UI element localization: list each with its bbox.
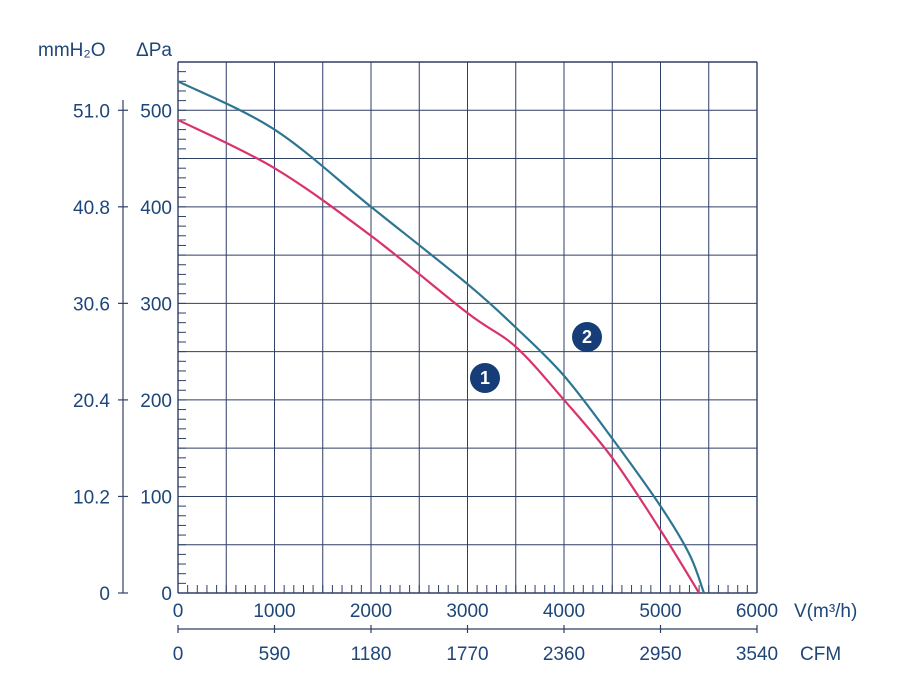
y2-tick-label: 0	[99, 584, 110, 605]
minor-ticks	[118, 61, 758, 633]
curve-1-marker-circle	[470, 363, 500, 393]
y2-tick-label: 40.8	[73, 198, 110, 219]
y-tick-label: 400	[140, 198, 172, 219]
curve-2-marker-circle	[572, 322, 602, 352]
y2-tick-label: 51.0	[73, 101, 110, 122]
x2-tick-label: 1180	[351, 644, 392, 665]
x-unit-label: V(m³/h)	[794, 601, 857, 622]
series-2-curve	[177, 80, 705, 594]
x-tick-label: 3000	[446, 601, 488, 622]
x2-tick-label: 0	[173, 644, 184, 665]
x-tick-label: 5000	[639, 601, 681, 622]
series-1-curve	[177, 118, 701, 594]
x2-tick-label: 1770	[446, 644, 488, 665]
x2-tick-label: 3540	[736, 644, 778, 665]
y-tick-label: 300	[140, 294, 172, 315]
x-tick-label: 2000	[350, 601, 392, 622]
x-tick-label: 6000	[736, 601, 778, 622]
x2-tick-label: 2950	[639, 644, 681, 665]
y2-tick-label: 20.4	[73, 391, 110, 412]
x-tick-label: 1000	[253, 601, 295, 622]
y-tick-label: 500	[140, 101, 172, 122]
curves	[177, 80, 705, 594]
x-tick-label: 4000	[543, 601, 585, 622]
curve-1-marker: 1	[470, 363, 500, 393]
y-tick-label: 200	[140, 391, 172, 412]
y2-unit-label: mmH₂O	[38, 40, 106, 61]
curve-1-marker-label: 1	[480, 368, 490, 388]
y-unit-label: ΔPa	[136, 40, 172, 61]
curve-2-marker-label: 2	[582, 327, 592, 347]
y-tick-label: 0	[161, 584, 172, 605]
x-tick-label: 0	[173, 601, 184, 622]
y-tick-label: 100	[140, 487, 172, 508]
grid	[122, 61, 758, 630]
y2-tick-label: 10.2	[73, 487, 110, 508]
x2-tick-label: 2360	[543, 644, 585, 665]
x2-tick-label: 590	[259, 644, 291, 665]
y2-tick-label: 30.6	[73, 294, 110, 315]
curve-2-marker: 2	[572, 322, 602, 352]
x2-unit-label: CFM	[800, 644, 841, 665]
